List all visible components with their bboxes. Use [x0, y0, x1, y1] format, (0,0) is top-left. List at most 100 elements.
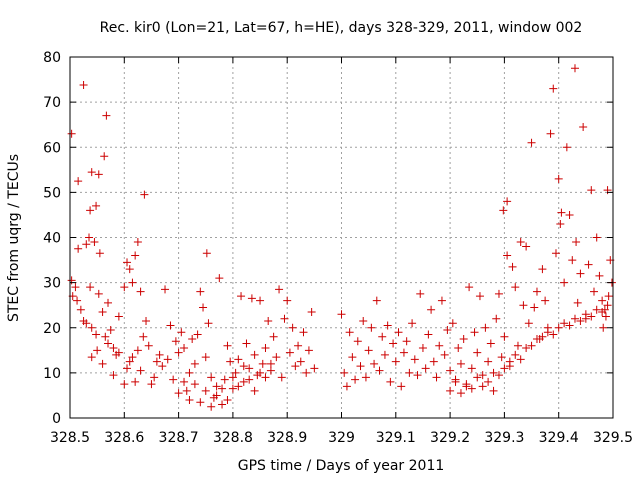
data-point — [202, 249, 211, 258]
data-point — [427, 305, 436, 314]
data-point — [383, 321, 392, 330]
data-point — [522, 242, 531, 251]
data-point — [100, 152, 109, 161]
data-point — [424, 330, 433, 339]
data-point — [399, 348, 408, 357]
y-tick-label: 80 — [43, 50, 61, 66]
data-point — [131, 377, 140, 386]
data-point — [380, 350, 389, 359]
data-point — [576, 269, 585, 278]
data-point — [231, 368, 240, 377]
data-point — [272, 353, 281, 362]
data-point — [372, 296, 381, 305]
data-point — [448, 319, 457, 328]
data-point — [601, 312, 610, 321]
data-point — [342, 382, 351, 391]
data-point — [285, 348, 294, 357]
data-point — [364, 346, 373, 355]
data-point — [456, 389, 465, 398]
tick-marks — [69, 56, 614, 419]
data-point — [120, 380, 129, 389]
data-point — [473, 373, 482, 382]
data-point — [234, 355, 243, 364]
data-point — [345, 328, 354, 337]
data-point — [261, 373, 270, 382]
data-point — [128, 353, 137, 362]
data-point — [481, 323, 490, 332]
data-point — [440, 350, 449, 359]
data-point — [299, 328, 308, 337]
data-point — [516, 355, 525, 364]
data-point — [337, 310, 346, 319]
data-point — [139, 332, 148, 341]
data-point — [250, 350, 259, 359]
data-point — [294, 341, 303, 350]
data-point — [237, 292, 246, 301]
data-point — [155, 350, 164, 359]
data-point — [408, 319, 417, 328]
data-point — [120, 283, 129, 292]
data-point — [546, 129, 555, 138]
data-point — [598, 296, 607, 305]
data-point — [302, 368, 311, 377]
data-point — [497, 353, 506, 362]
data-point — [378, 332, 387, 341]
x-tick-label: 328.8 — [213, 430, 253, 446]
data-point — [266, 359, 275, 368]
data-point — [351, 375, 360, 384]
data-point — [560, 278, 569, 287]
y-tick-label: 20 — [43, 321, 61, 337]
data-point — [142, 316, 151, 325]
y-tick-label: 0 — [52, 411, 61, 427]
data-point — [348, 353, 357, 362]
data-point — [503, 197, 512, 206]
x-tick-labels: 328.5 328.6 328.7 328.8 328.9 329 329.1 329.2 32… — [50, 430, 633, 446]
data-point — [140, 190, 149, 199]
y-axis-label: STEC from uqrg / TECUs — [6, 154, 22, 322]
data-point — [234, 382, 243, 391]
data-point — [511, 350, 520, 359]
data-point — [405, 368, 414, 377]
y-tick-labels: 0 10 20 30 40 50 60 70 80 — [43, 50, 61, 427]
data-point — [367, 323, 376, 332]
data-point — [410, 355, 419, 364]
data-point — [556, 219, 565, 228]
data-point — [212, 382, 221, 391]
data-point — [454, 344, 463, 353]
data-point — [166, 321, 175, 330]
data-point — [470, 328, 479, 337]
data-point — [579, 122, 588, 131]
grid-lines — [70, 57, 613, 418]
x-tick-label: 328.7 — [159, 430, 199, 446]
data-point — [522, 344, 531, 353]
data-point — [275, 285, 284, 294]
y-tick-label: 10 — [43, 366, 61, 382]
data-point — [190, 380, 199, 389]
data-point — [283, 296, 292, 305]
data-point — [310, 364, 319, 373]
data-point — [266, 366, 275, 375]
data-point — [87, 353, 96, 362]
data-point — [484, 377, 493, 386]
data-point — [223, 341, 232, 350]
data-point — [123, 364, 132, 373]
data-point — [562, 143, 571, 152]
data-point — [256, 296, 265, 305]
data-point — [572, 238, 581, 247]
data-point — [87, 323, 96, 332]
data-point — [467, 384, 476, 393]
data-point — [489, 368, 498, 377]
x-tick-label: 328.9 — [267, 430, 307, 446]
data-point — [98, 359, 107, 368]
data-point — [109, 371, 118, 380]
y-tick-label: 50 — [43, 185, 61, 201]
data-point — [93, 346, 102, 355]
data-point — [247, 294, 256, 303]
data-point — [180, 377, 189, 386]
data-point — [220, 375, 229, 384]
data-point — [386, 377, 395, 386]
data-point — [114, 312, 123, 321]
data-point — [161, 285, 170, 294]
data-point — [356, 362, 365, 371]
